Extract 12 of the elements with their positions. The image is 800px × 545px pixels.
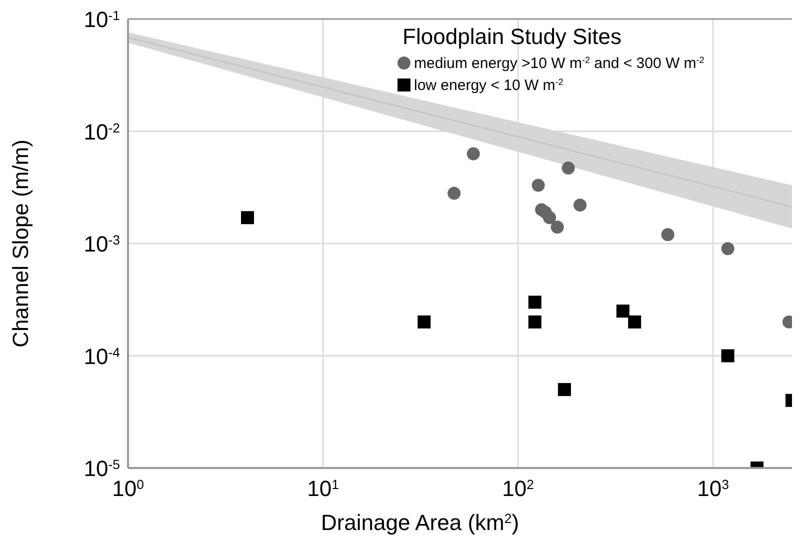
x-tick-label: 10$^{1}$ [307,476,339,501]
y-axis-title: Channel Slope (m/m) [8,140,33,348]
y-tick-label: 10$^{-2}$ [84,119,120,144]
y-tick-label: 10$^{-1}$ [84,7,120,32]
x-tick-label: 10$^{3}$ [697,476,729,501]
legend-label: medium energy >10 W m$^{-2}$ and < 300 W m$^{-2}$ [414,55,704,72]
legend-title: Floodplain Study Sites [402,24,622,49]
legend-label: low energy < 10 W m$^{-2}$ [414,77,564,94]
y-tick-label: 10$^{-4}$ [84,344,120,369]
x-axis-title: Drainage Area (km$^{2}$) [320,510,520,535]
y-tick-label: 10$^{-3}$ [84,232,120,256]
x-tick-label: 10$^{2}$ [502,476,534,501]
